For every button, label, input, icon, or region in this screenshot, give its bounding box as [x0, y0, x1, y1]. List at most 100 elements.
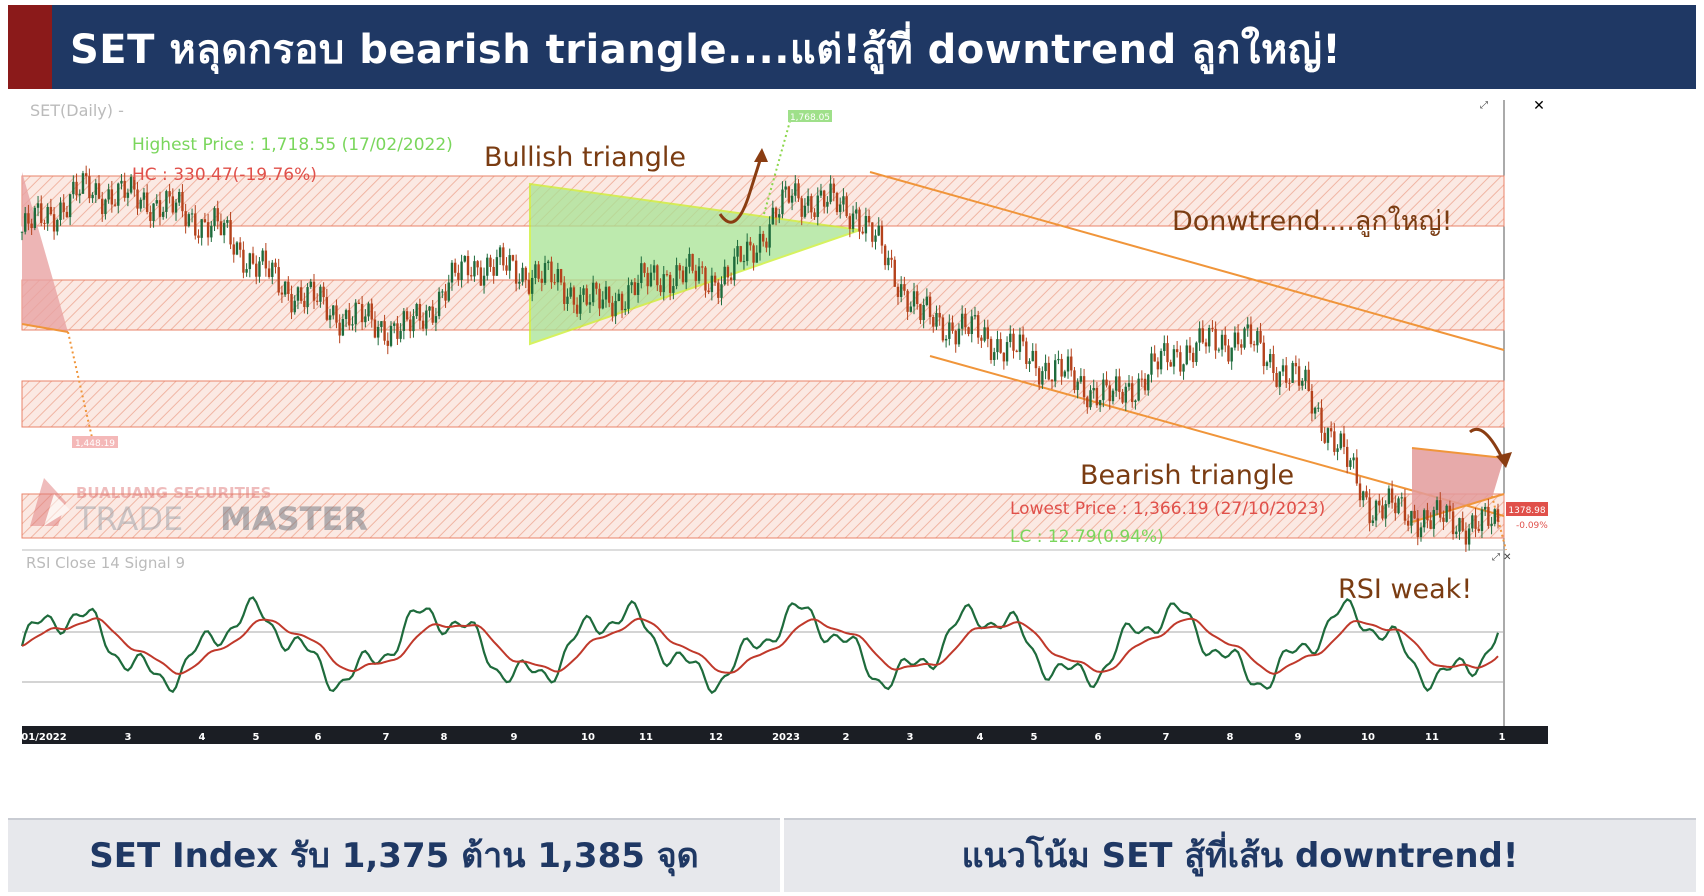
candle-body [1037, 368, 1041, 385]
candle-body [572, 287, 576, 305]
bearish-projection [1491, 495, 1507, 551]
candle-body [389, 325, 393, 346]
candle-body [421, 320, 425, 329]
time-axis-tick: 7 [1163, 732, 1170, 743]
candle-body [1246, 324, 1249, 329]
candle-body [376, 326, 380, 338]
last-change-text: -0.09% [1516, 521, 1548, 531]
close-icon[interactable]: ✕ [1533, 98, 1545, 114]
candle-body [210, 225, 213, 238]
rsi-series [20, 596, 1500, 695]
candle-body [1131, 383, 1134, 403]
logo-mark [44, 494, 70, 526]
candle-body [553, 282, 556, 284]
price-chart[interactable]: 1,448.19 1,768.05 SET(Daily) - Highest P… [8, 96, 1696, 814]
candle-body [720, 284, 723, 298]
candle-body [1487, 506, 1490, 526]
candle-body [569, 287, 572, 297]
time-axis-tick: 5 [253, 732, 260, 743]
support-zone [21, 380, 1505, 428]
candle-body [190, 213, 194, 215]
candle-body [1413, 510, 1416, 519]
candle-body [466, 256, 470, 276]
candle-body [117, 183, 120, 206]
candle-body [787, 186, 791, 203]
candle-body [174, 202, 178, 213]
candle-body [1442, 517, 1445, 522]
candle-body [604, 286, 608, 300]
candle-body [476, 261, 479, 268]
candle-body [1471, 515, 1474, 529]
candle-body [970, 316, 973, 334]
candle-body [1054, 360, 1057, 382]
candle-body [197, 235, 200, 238]
candle-body [62, 202, 65, 212]
candle-body [1047, 362, 1050, 380]
candle-body [620, 293, 624, 311]
candle-body [245, 269, 248, 273]
candle-body [877, 225, 880, 236]
candle-body [1012, 333, 1015, 351]
rsi-close-icon[interactable]: ⤢ ✕ [1492, 552, 1512, 563]
candle-body [543, 263, 547, 283]
candle-body [1265, 362, 1269, 367]
candle-body [1111, 390, 1115, 402]
candle-body [27, 213, 30, 224]
candle-body [1044, 362, 1047, 372]
candle-body [505, 265, 508, 271]
candle-body [745, 241, 749, 262]
arrow-head [754, 148, 768, 162]
candle-body [874, 235, 877, 242]
candle-body [405, 311, 409, 320]
candle-body [540, 278, 544, 283]
candle-body [1191, 352, 1195, 363]
candle-body [1275, 372, 1278, 387]
candle-body [473, 261, 476, 277]
candle-body [672, 286, 675, 293]
candle-body [165, 191, 168, 212]
time-axis-tick: 8 [441, 732, 448, 743]
candle-body [1073, 370, 1076, 390]
candle-body [1169, 362, 1172, 367]
candle-body [283, 281, 287, 295]
outlook-panel: แนวโน้ม SET สู้ที่เส้น downtrend! [784, 818, 1696, 892]
candle-body [1028, 361, 1031, 364]
candle-body [495, 257, 499, 276]
candle-body [470, 275, 473, 277]
candle-body [864, 216, 868, 234]
page-title: SET หลุดกรอบ bearish triangle....แต่!สู้… [70, 27, 1342, 73]
candle-body [810, 196, 813, 213]
candle-body [200, 219, 203, 238]
level-tag [72, 436, 118, 448]
candle-body [851, 213, 855, 229]
candle-body [999, 339, 1002, 353]
candle-body [1041, 371, 1044, 385]
candle-body [1483, 506, 1487, 510]
candle-body [91, 194, 94, 199]
candle-body [986, 327, 990, 339]
candle-body [81, 173, 85, 194]
candle-body [896, 286, 900, 297]
candle-body [662, 274, 665, 293]
time-axis-tick: 01/2022 [21, 732, 66, 743]
candle-body [296, 287, 300, 301]
candle-body [110, 189, 114, 205]
bearish-triangle-label: Bearish triangle [1080, 460, 1294, 491]
bearish-triangle-top [1411, 447, 1505, 459]
candle-body [181, 192, 184, 212]
close-icon-box[interactable] [1532, 98, 1546, 112]
candle-body [1236, 332, 1240, 345]
candle-body [178, 192, 181, 203]
candle-body [1018, 334, 1022, 352]
candle-body [819, 190, 823, 196]
candle-body [1496, 509, 1500, 522]
candle-body [665, 274, 669, 276]
candle-body [627, 285, 630, 309]
expand-icon[interactable]: ⤢ [1480, 100, 1488, 111]
candle-body [778, 214, 781, 218]
candle-body [319, 286, 322, 302]
candle-body [129, 176, 133, 193]
candle-body [681, 270, 685, 283]
candle-body [989, 338, 993, 360]
candle-body [691, 253, 694, 271]
